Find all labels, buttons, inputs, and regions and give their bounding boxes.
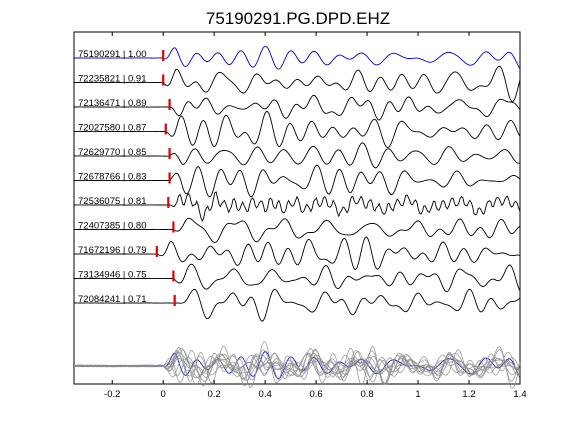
trace-label-71672196: 71672196 | 0.79 <box>78 245 147 256</box>
trace-labels-layer: 75190291 | 1.00 72235821 | 0.91 72136471 |… <box>78 49 147 305</box>
stack-layer <box>73 341 521 389</box>
trace-line-72084241 <box>74 288 521 322</box>
trace-label-73134946: 73134946 | 0.75 <box>78 270 147 281</box>
x-axis: -0.2 0 0.2 0.4 0.6 0.8 1 1.2 1.4 <box>104 32 527 400</box>
x-tick-label: 0 <box>161 389 166 400</box>
x-tick-label: 1.4 <box>513 389 526 400</box>
plot-area: 75190291 | 1.00 72235821 | 0.91 72136471 |… <box>73 31 527 400</box>
x-tick-label: -0.2 <box>104 389 120 400</box>
trace-line-72027580 <box>73 111 521 149</box>
x-tick-label: 0.6 <box>310 389 323 400</box>
x-tick-label: 0.8 <box>360 389 373 400</box>
trace-line-72629770 <box>73 142 521 169</box>
trace-label-72027580: 72027580 | 0.87 <box>78 123 147 134</box>
trace-line-72678766 <box>73 164 521 198</box>
trace-line-72136471 <box>73 94 521 121</box>
trace-label-72678766: 72678766 | 0.83 <box>78 172 147 183</box>
stack-trace-72084241 <box>74 349 521 389</box>
trace-line-72536075 <box>73 191 521 222</box>
trace-label-72407385: 72407385 | 0.80 <box>78 221 147 232</box>
trace-label-75190291: 75190291 | 1.00 <box>78 49 147 60</box>
traces-layer <box>73 45 521 322</box>
x-tick-label: 0.2 <box>208 389 221 400</box>
trace-line-71672196 <box>73 236 521 271</box>
chart-title: 75190291.PG.DPD.EHZ <box>206 9 390 28</box>
trace-line-75190291 <box>73 45 521 70</box>
x-tick-label: 0.4 <box>259 389 272 400</box>
trace-label-72235821: 72235821 | 0.91 <box>78 74 147 85</box>
x-tick-label: 1.2 <box>462 389 475 400</box>
axes-frame <box>73 31 521 385</box>
trace-line-72407385 <box>73 217 521 243</box>
trace-label-72629770: 72629770 | 0.85 <box>78 147 147 158</box>
trace-label-72084241: 72084241 | 0.71 <box>78 294 147 305</box>
pick-markers-layer <box>155 50 176 306</box>
trace-line-72235821 <box>73 65 521 102</box>
trace-label-72536075: 72536075 | 0.81 <box>78 196 147 207</box>
trace-line-73134946 <box>74 263 521 293</box>
trace-label-72136471: 72136471 | 0.89 <box>78 98 147 109</box>
x-tick-label: 1 <box>415 389 420 400</box>
stack-trace-73134946 <box>73 347 521 382</box>
